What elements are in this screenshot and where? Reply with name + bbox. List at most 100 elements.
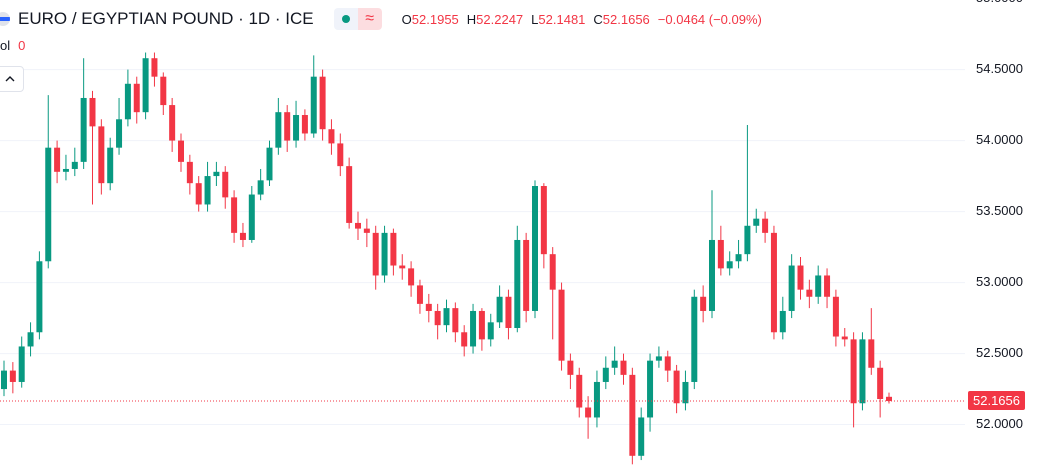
candle-body [9, 370, 16, 382]
candle-body [585, 407, 592, 418]
candle-body [18, 346, 25, 382]
candle-body [328, 129, 335, 144]
candle-body [434, 310, 441, 326]
candle-body [868, 339, 875, 368]
candle-body [408, 268, 415, 286]
change: −0.0464 (−0.09%) [657, 11, 762, 27]
candle-body [779, 310, 786, 333]
candle-body [461, 332, 468, 347]
candle-body [443, 308, 450, 326]
candle-body [27, 332, 34, 347]
candle-body [310, 76, 317, 134]
candle-body [45, 147, 52, 262]
candle-body [806, 289, 813, 297]
legend-value: 52.1955 [411, 11, 459, 27]
candle-body [470, 310, 477, 347]
candle-body [700, 296, 707, 311]
candle-body [832, 296, 839, 337]
candle-body [390, 232, 397, 266]
candle-body [815, 275, 822, 297]
candle-body [523, 239, 530, 311]
candle-body [301, 115, 308, 134]
candle-body [726, 261, 733, 269]
candle-body [36, 261, 43, 333]
candle-body [558, 289, 565, 361]
candle-body [213, 171, 220, 177]
legend-value: 52.1656 [602, 11, 650, 27]
candle-body [841, 336, 848, 340]
candle-body [549, 254, 556, 290]
y-tick-label: 54.5000 [976, 61, 1023, 76]
candle-body [54, 147, 61, 172]
data-badge[interactable]: ≈ [357, 8, 382, 30]
candle-body [231, 197, 238, 233]
candle-body [1, 370, 7, 390]
candle-body [593, 381, 600, 418]
candle-body [788, 265, 795, 311]
y-tick-label: 55.0000 [976, 0, 1023, 5]
candle-body [425, 303, 432, 311]
candle-body [797, 265, 804, 290]
candle-body [372, 232, 379, 276]
candle-body [169, 105, 176, 141]
candle-body [416, 285, 423, 304]
candle-body [133, 83, 140, 113]
candle-body [381, 232, 388, 276]
candle-body [275, 112, 282, 148]
candle-body [496, 296, 503, 323]
last-price-label: 52.1656 [968, 391, 1025, 410]
candle-body [655, 356, 662, 361]
candle-body [886, 396, 892, 402]
candle-body [239, 232, 246, 240]
candle-body [770, 232, 777, 333]
candle-body [735, 254, 742, 262]
y-tick-label: 53.5000 [976, 203, 1023, 218]
candle-body [142, 58, 149, 113]
candle-body [478, 310, 485, 340]
candle-body [284, 112, 291, 141]
candle-body [576, 374, 583, 408]
candle-body [337, 143, 344, 167]
candle-body [717, 239, 724, 269]
candle-body [160, 76, 167, 106]
candle-body [762, 218, 769, 233]
candle-body [363, 228, 370, 233]
candle-body [629, 374, 636, 456]
y-tick-label: 52.5000 [976, 345, 1023, 360]
candle-body [89, 97, 96, 127]
candle-body [664, 356, 671, 371]
chevron-icon [5, 76, 15, 82]
candle-body [540, 186, 547, 255]
candle-body [71, 161, 78, 169]
collapse-button[interactable] [0, 66, 24, 92]
candle-body [532, 186, 538, 311]
candle-body [709, 239, 715, 311]
legend-label: L [531, 11, 539, 27]
legend-row: EURO / EGYPTIAN POUND · 1D · ICE ≈ O 52.1… [0, 6, 770, 32]
candle-body [319, 76, 326, 130]
volume-legend: ol 0 [0, 38, 25, 53]
candle-body [178, 140, 184, 162]
candle-body [186, 161, 193, 184]
legend-label: C [593, 11, 603, 27]
symbol-title: EURO / EGYPTIAN POUND · 1D · ICE [18, 9, 314, 28]
candle-body [452, 308, 459, 333]
candle-body [116, 119, 123, 148]
candle-body [266, 147, 273, 181]
ohlc-legend: O 52.1955 H 52.2247 L 52.1481 C 52.1656 −0.0… [402, 12, 770, 27]
candle-body [195, 183, 202, 205]
candle-body [647, 360, 654, 418]
candle-body [80, 97, 87, 162]
candle-body [673, 370, 680, 404]
candle-body [505, 296, 512, 329]
candle-body [877, 367, 884, 400]
candle-body [620, 360, 627, 375]
candle-body [824, 275, 831, 297]
legend-label: O [401, 11, 412, 27]
candle-body [611, 360, 618, 368]
legend-value: 52.2247 [476, 11, 524, 27]
y-tick-label: 52.0000 [976, 416, 1023, 431]
market-status[interactable] [333, 8, 358, 30]
